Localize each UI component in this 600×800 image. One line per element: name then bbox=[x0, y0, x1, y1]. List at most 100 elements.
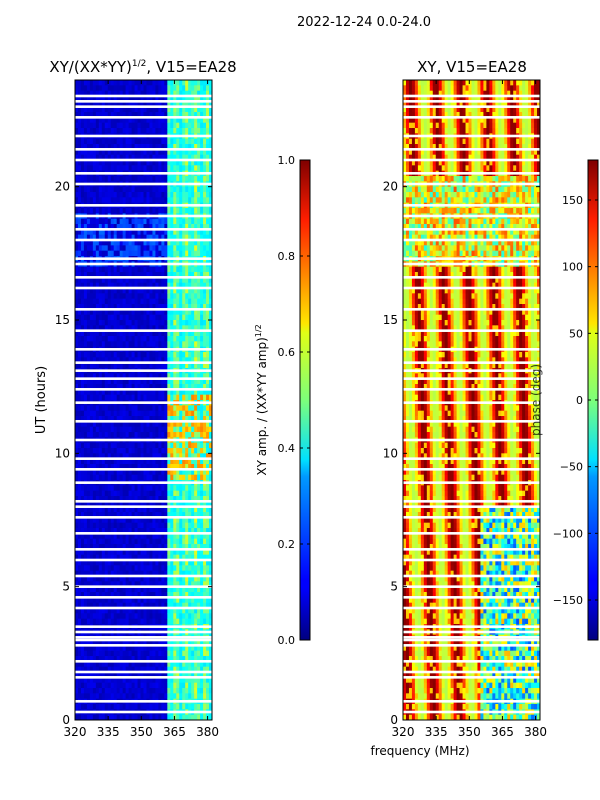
heatmap-cell bbox=[107, 528, 112, 534]
heatmap-cell bbox=[158, 304, 162, 310]
heatmap-cell bbox=[77, 677, 82, 684]
heatmap-cell bbox=[176, 192, 180, 198]
heatmap-cell bbox=[182, 106, 186, 113]
heatmap-cell bbox=[83, 224, 88, 230]
heatmap-cell bbox=[83, 474, 88, 481]
heatmap-cell bbox=[164, 186, 168, 193]
heatmap-cell bbox=[188, 293, 192, 300]
heatmap-cell bbox=[170, 149, 174, 156]
heatmap-cell bbox=[92, 554, 97, 561]
heatmap-cell bbox=[122, 544, 127, 550]
heatmap-cell bbox=[155, 432, 159, 438]
heatmap-cell bbox=[176, 640, 180, 646]
heatmap-cell bbox=[89, 672, 94, 678]
heatmap-cell bbox=[86, 176, 91, 182]
heatmap-cell bbox=[158, 704, 162, 710]
heatmap-cell bbox=[95, 298, 100, 305]
heatmap-cell bbox=[191, 144, 195, 150]
heatmap-cell bbox=[149, 533, 153, 540]
heatmap-cell bbox=[104, 85, 109, 92]
heatmap-cell bbox=[161, 645, 165, 652]
heatmap-cell bbox=[131, 410, 135, 417]
heatmap-cell bbox=[176, 85, 180, 92]
heatmap-cell bbox=[164, 90, 168, 97]
heatmap-cell bbox=[140, 426, 144, 433]
heatmap-cell bbox=[107, 96, 112, 102]
heatmap-cell bbox=[101, 469, 106, 476]
heatmap-cell bbox=[152, 117, 156, 124]
heatmap-cell bbox=[146, 554, 150, 561]
heatmap-cell bbox=[161, 352, 165, 358]
heatmap-cell bbox=[134, 96, 138, 102]
heatmap-cell bbox=[152, 234, 156, 241]
heatmap-cell bbox=[185, 613, 189, 620]
heatmap-cell bbox=[131, 453, 135, 460]
heatmap-cell bbox=[98, 293, 103, 300]
heatmap-cell bbox=[137, 336, 141, 342]
heatmap-cell bbox=[179, 149, 183, 156]
heatmap-cell bbox=[101, 90, 106, 97]
heatmap-cell bbox=[152, 426, 156, 433]
heatmap-cell bbox=[104, 656, 109, 662]
heatmap-cell bbox=[104, 154, 109, 161]
heatmap-cell bbox=[116, 122, 121, 129]
heatmap-cell bbox=[155, 224, 159, 230]
heatmap-cell bbox=[164, 640, 168, 646]
heatmap-cell bbox=[86, 240, 91, 246]
heatmap-cell bbox=[137, 576, 141, 582]
heatmap-cell bbox=[122, 464, 127, 470]
heatmap-cell bbox=[80, 229, 85, 236]
heatmap-cell bbox=[80, 602, 85, 609]
heatmap-cell bbox=[149, 352, 153, 358]
heatmap-cell bbox=[83, 288, 88, 294]
heatmap-cell bbox=[170, 677, 174, 684]
heatmap-cell bbox=[137, 517, 141, 524]
heatmap-cell bbox=[164, 682, 168, 689]
heatmap-cell bbox=[86, 352, 91, 358]
heatmap-cell bbox=[140, 410, 144, 417]
heatmap-cell bbox=[92, 576, 97, 582]
heatmap-cell bbox=[104, 218, 109, 225]
heatmap-cell bbox=[185, 192, 189, 198]
heatmap-cell bbox=[75, 682, 79, 689]
heatmap-cell bbox=[188, 661, 192, 668]
heatmap-cell bbox=[134, 373, 138, 380]
heatmap-cell bbox=[107, 512, 112, 518]
heatmap-cell bbox=[75, 517, 79, 524]
heatmap-cell bbox=[140, 336, 144, 342]
heatmap-cell bbox=[119, 138, 124, 145]
heatmap-cell bbox=[75, 277, 79, 284]
heatmap-cell bbox=[179, 458, 183, 465]
heatmap-cell bbox=[128, 240, 132, 246]
heatmap-cell bbox=[182, 117, 186, 124]
heatmap-cell bbox=[95, 581, 100, 588]
heatmap-cell bbox=[167, 426, 171, 433]
heatmap-cell bbox=[179, 512, 183, 518]
heatmap-cell bbox=[176, 90, 180, 97]
heatmap-cell bbox=[98, 640, 103, 646]
heatmap-cell bbox=[98, 442, 103, 449]
heatmap-cell bbox=[95, 469, 100, 476]
heatmap-cell bbox=[107, 426, 112, 433]
heatmap-cell bbox=[179, 549, 183, 556]
heatmap-cell bbox=[182, 602, 186, 609]
heatmap-cell bbox=[170, 394, 174, 401]
heatmap-cell bbox=[107, 618, 112, 625]
heatmap-cell bbox=[194, 501, 198, 508]
heatmap-cell bbox=[167, 442, 171, 449]
heatmap-cell bbox=[167, 528, 171, 534]
heatmap-cell bbox=[98, 378, 103, 385]
heatmap-cell bbox=[185, 282, 189, 289]
heatmap-cell bbox=[89, 250, 94, 257]
heatmap-cell bbox=[179, 192, 183, 198]
heatmap-cell bbox=[122, 490, 127, 497]
heatmap-cell bbox=[86, 618, 91, 625]
heatmap-cell bbox=[86, 208, 91, 214]
heatmap-cell bbox=[155, 250, 159, 257]
heatmap-cell bbox=[75, 309, 79, 316]
heatmap-cell bbox=[176, 277, 180, 284]
heatmap-cell bbox=[122, 234, 127, 241]
heatmap-cell bbox=[161, 506, 165, 513]
heatmap-cell bbox=[101, 565, 106, 572]
heatmap-cell bbox=[125, 570, 130, 577]
